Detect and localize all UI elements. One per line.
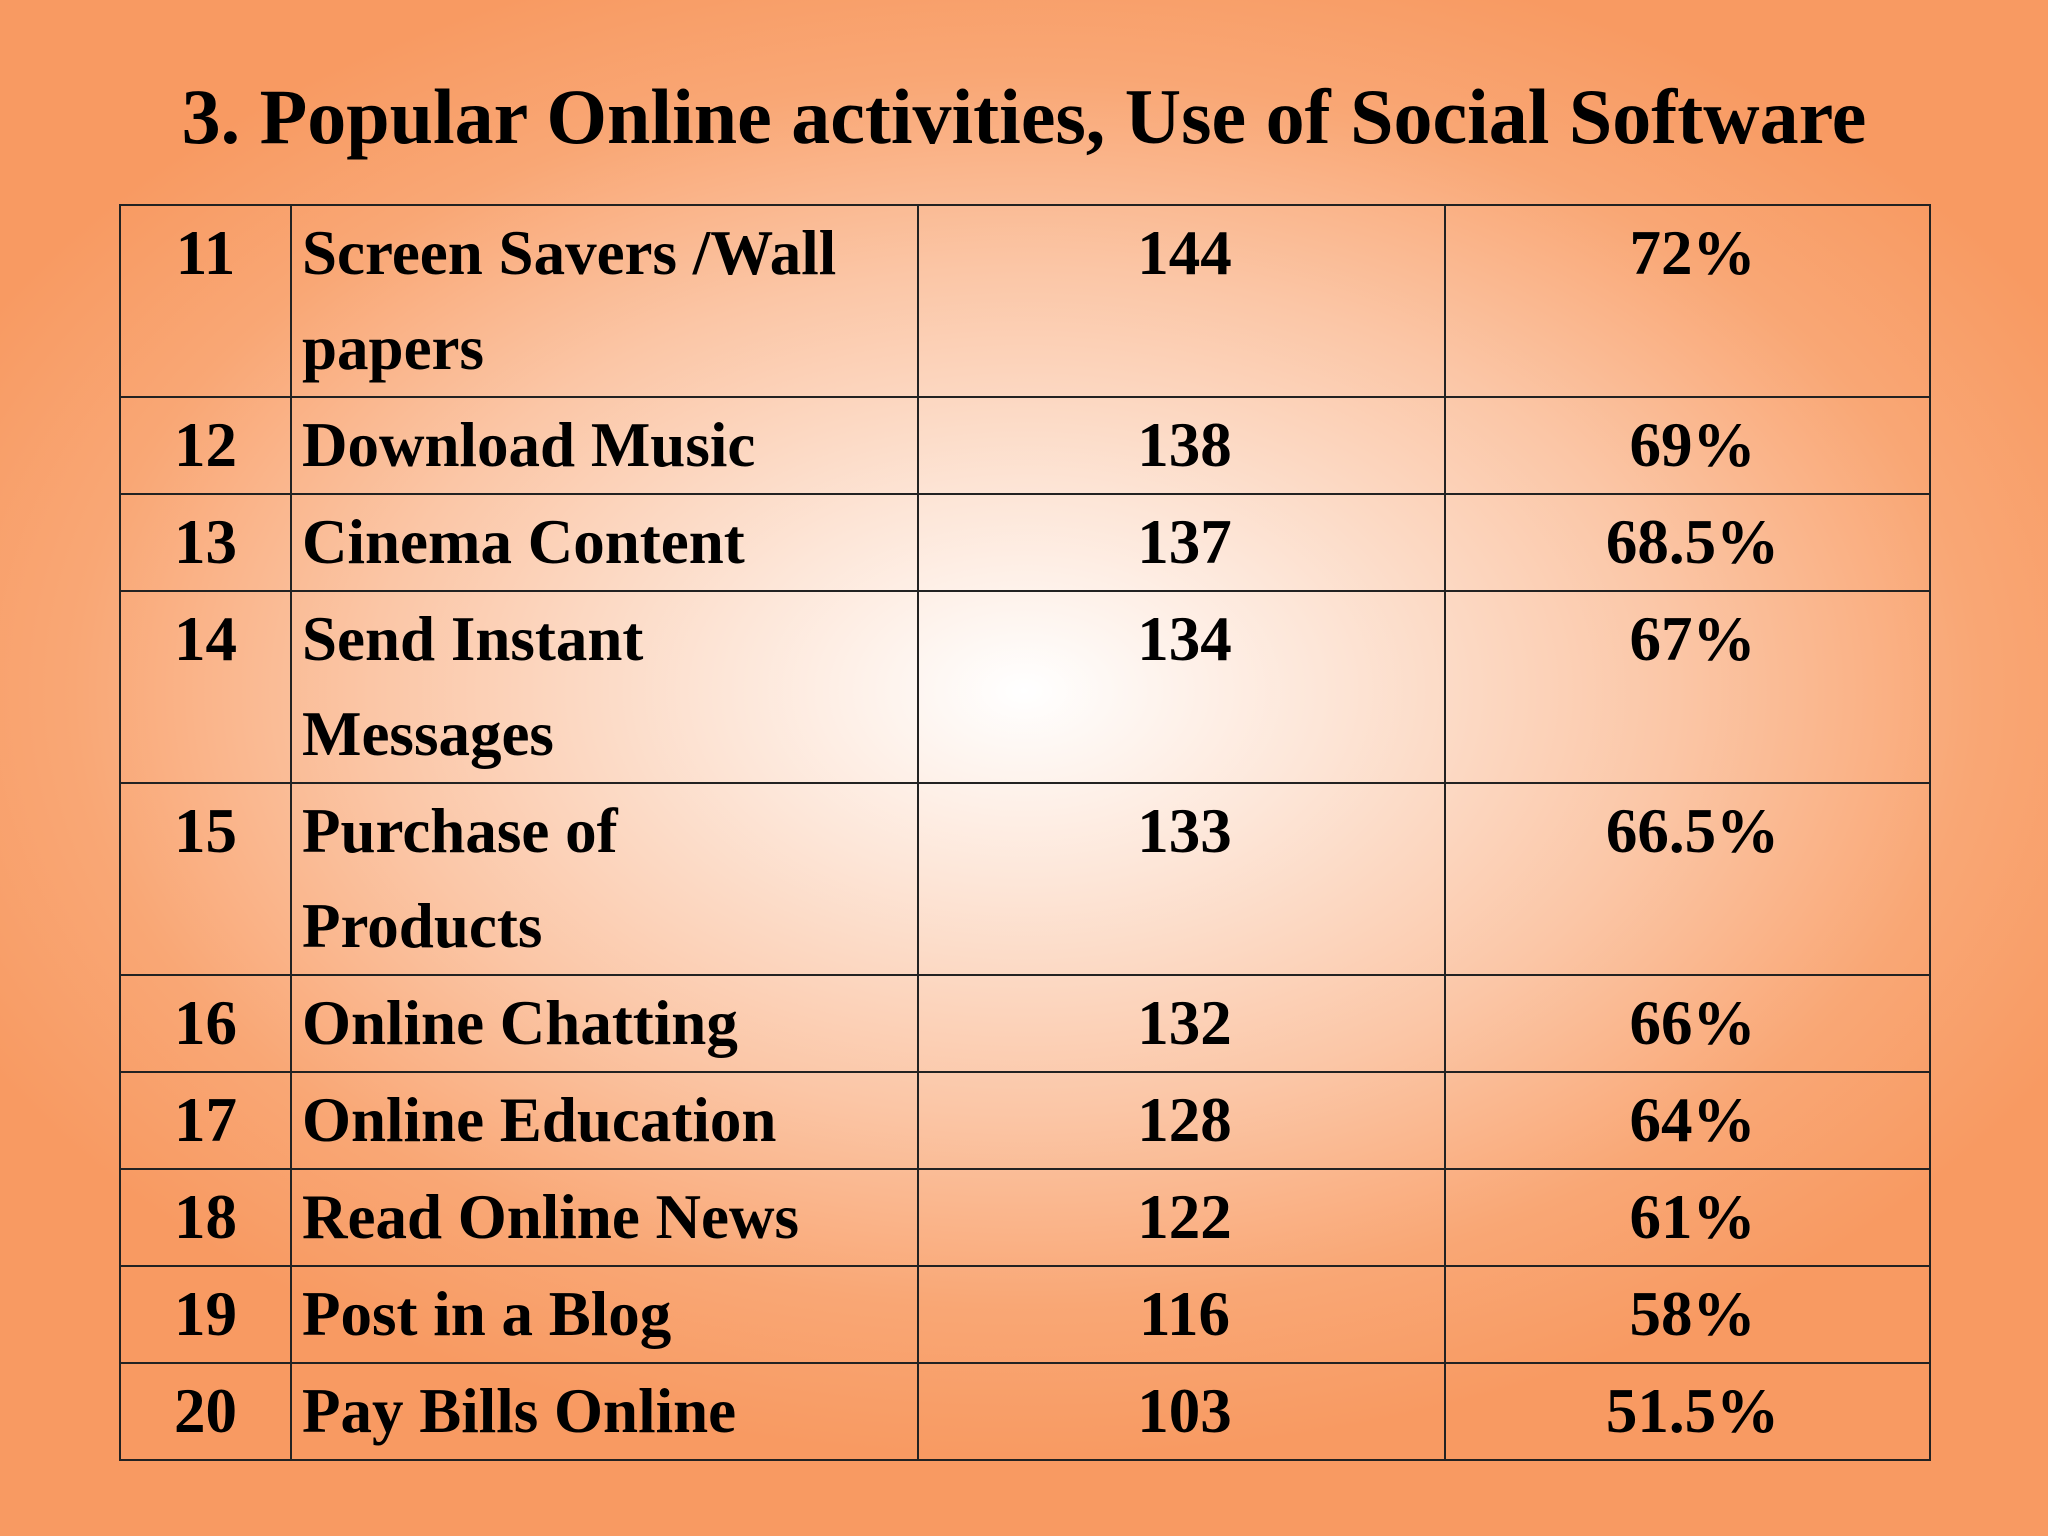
- count-cell: 128: [917, 1071, 1446, 1170]
- activity-label: Send Instant: [302, 604, 644, 674]
- activity-cell: Send Instant Messages: [290, 590, 919, 784]
- slide-title: 3. Popular Online activities, Use of Soc…: [181, 73, 1867, 160]
- activity-label: Cinema Content: [290, 493, 919, 592]
- table-row: 16 Online Chatting 132 66%: [119, 974, 1931, 1073]
- table-row: 17 Online Education 128 64%: [119, 1071, 1931, 1170]
- activity-label-continued: Products: [302, 891, 543, 961]
- activity-label-continued: papers: [302, 313, 485, 383]
- activity-label-continued: Messages: [302, 699, 554, 769]
- count-cell: 137: [917, 493, 1446, 592]
- percent-cell: 67%: [1444, 590, 1931, 784]
- activity-cell: Screen Savers /Wall papers: [290, 204, 919, 398]
- row-number: 17: [119, 1071, 292, 1170]
- table-row: 12 Download Music 138 69%: [119, 396, 1931, 495]
- count-cell: 138: [917, 396, 1446, 495]
- table-row: 19 Post in a Blog 116 58%: [119, 1265, 1931, 1364]
- activity-label: Post in a Blog: [290, 1265, 919, 1364]
- table-row: 15 Purchase of Products 133 66.5%: [119, 782, 1931, 976]
- percent-cell: 58%: [1444, 1265, 1931, 1364]
- percent-cell: 66%: [1444, 974, 1931, 1073]
- table-row: 18 Read Online News 122 61%: [119, 1168, 1931, 1267]
- percent-cell: 61%: [1444, 1168, 1931, 1267]
- count-cell: 116: [917, 1265, 1446, 1364]
- count-cell: 134: [917, 590, 1446, 784]
- row-number: 16: [119, 974, 292, 1073]
- count-cell: 132: [917, 974, 1446, 1073]
- count-cell: 144: [917, 204, 1446, 398]
- row-number: 15: [119, 782, 292, 976]
- activity-label: Purchase of: [302, 796, 618, 866]
- count-cell: 122: [917, 1168, 1446, 1267]
- activity-label: Read Online News: [290, 1168, 919, 1267]
- row-number: 12: [119, 396, 292, 495]
- activity-cell: Purchase of Products: [290, 782, 919, 976]
- activity-label: Online Chatting: [290, 974, 919, 1073]
- activities-table: 11 Screen Savers /Wall papers 144 72% 12…: [119, 204, 1931, 1461]
- row-number: 14: [119, 590, 292, 784]
- table-row: 11 Screen Savers /Wall papers 144 72%: [119, 204, 1931, 398]
- percent-cell: 68.5%: [1444, 493, 1931, 592]
- count-cell: 133: [917, 782, 1446, 976]
- row-number: 19: [119, 1265, 292, 1364]
- percent-cell: 51.5%: [1444, 1362, 1931, 1461]
- activity-label: Screen Savers /Wall: [302, 218, 837, 288]
- row-number: 11: [119, 204, 292, 398]
- row-number: 18: [119, 1168, 292, 1267]
- activity-label: Download Music: [290, 396, 919, 495]
- table-row: 20 Pay Bills Online 103 51.5%: [119, 1362, 1931, 1461]
- activity-label: Online Education: [290, 1071, 919, 1170]
- activity-label: Pay Bills Online: [290, 1362, 919, 1461]
- count-cell: 103: [917, 1362, 1446, 1461]
- percent-cell: 69%: [1444, 396, 1931, 495]
- table-row: 14 Send Instant Messages 134 67%: [119, 590, 1931, 784]
- row-number: 20: [119, 1362, 292, 1461]
- percent-cell: 72%: [1444, 204, 1931, 398]
- row-number: 13: [119, 493, 292, 592]
- percent-cell: 66.5%: [1444, 782, 1931, 976]
- percent-cell: 64%: [1444, 1071, 1931, 1170]
- table-row: 13 Cinema Content 137 68.5%: [119, 493, 1931, 592]
